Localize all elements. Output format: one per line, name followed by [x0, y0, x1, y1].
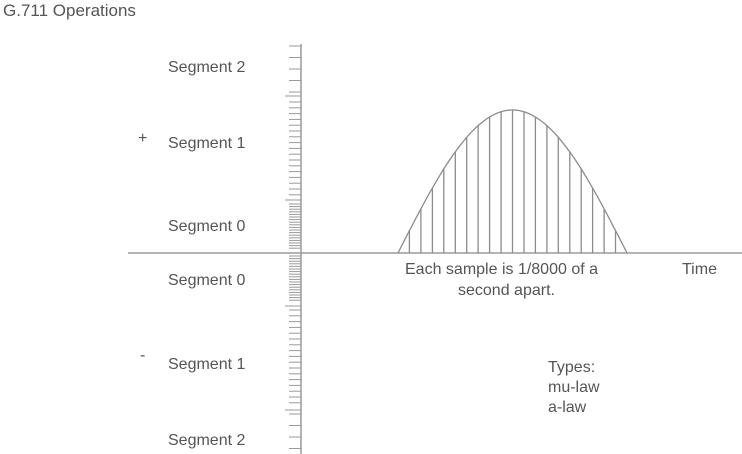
label-positive-segment-0: Segment 0	[168, 218, 246, 235]
page-title: G.711 Operations	[3, 1, 136, 20]
types-heading: Types:	[548, 359, 596, 376]
caption-line-2: second apart.	[458, 282, 555, 299]
positive-sign: +	[138, 130, 148, 147]
type-mu-law: mu-law	[548, 379, 600, 396]
sample-lines	[408, 110, 617, 253]
label-positive-segment-1: Segment 1	[168, 135, 246, 152]
label-negative-segment-0: Segment 0	[168, 272, 246, 289]
label-negative-segment-2: Segment 2	[168, 432, 246, 449]
time-axis-label: Time	[682, 261, 717, 278]
sine-pulse-curve	[397, 109, 628, 254]
type-a-law: a-law	[548, 399, 587, 416]
label-negative-segment-1: Segment 1	[168, 356, 246, 373]
label-positive-segment-2: Segment 2	[168, 59, 246, 76]
axes	[128, 44, 742, 454]
negative-sign: -	[140, 347, 146, 364]
caption-line-1: Each sample is 1/8000 of a	[405, 261, 599, 278]
quantization-ticks	[285, 45, 301, 449]
